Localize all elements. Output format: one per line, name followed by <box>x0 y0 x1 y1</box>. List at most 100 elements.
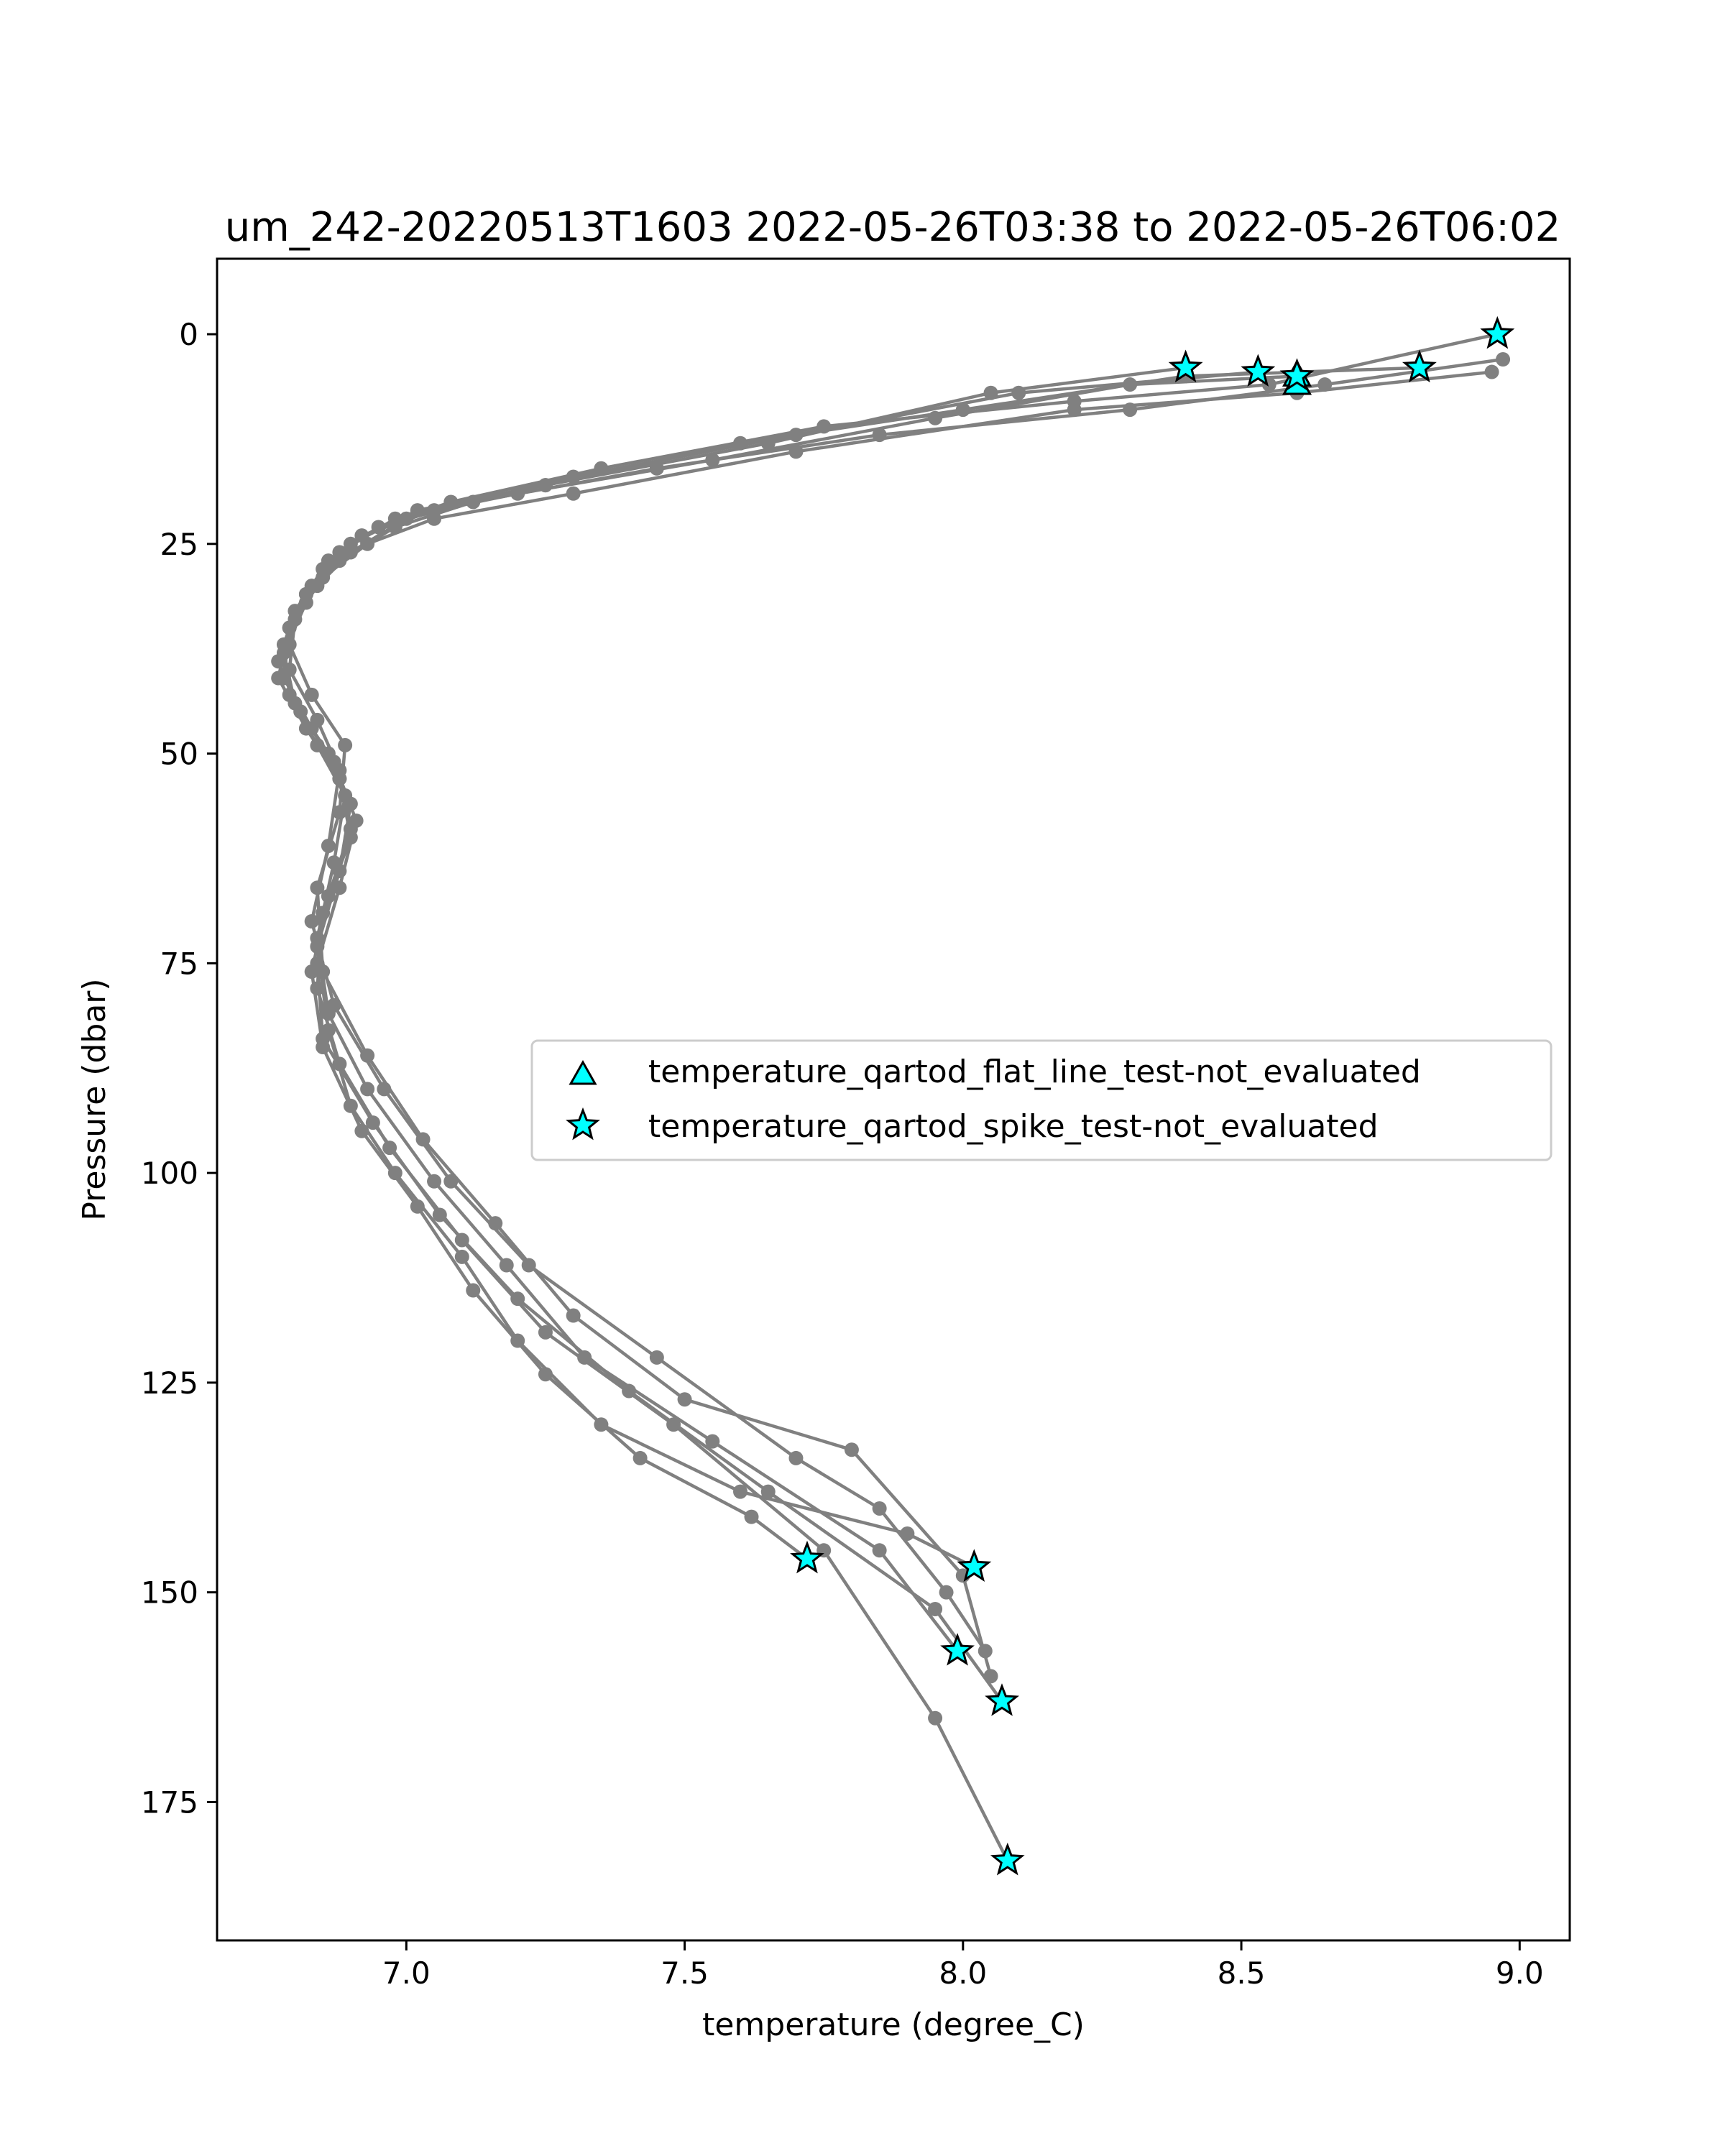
y-tick-label: 100 <box>141 1156 198 1191</box>
profile-point <box>343 830 358 845</box>
plot-frame <box>216 257 1571 1942</box>
spike-flag-marker <box>1480 315 1515 349</box>
legend-box <box>530 1039 1552 1161</box>
profile-point <box>510 1291 525 1307</box>
y-axis-label: Pressure (dbar) <box>76 978 113 1220</box>
legend-flat-line-triangle-icon <box>569 1059 597 1085</box>
profile-point <box>928 1602 943 1617</box>
profile-point <box>310 712 325 727</box>
chart-title: um_242-20220513T1603 2022-05-26T03:38 to… <box>225 204 1561 251</box>
profile-point <box>310 880 325 895</box>
spike-flag-marker <box>1168 349 1203 383</box>
profile-point <box>1484 364 1499 379</box>
profile-point <box>427 1174 442 1189</box>
profile-point <box>649 1350 664 1365</box>
profile-point <box>316 1031 331 1046</box>
x-tick-label: 9.0 <box>1496 1955 1544 1991</box>
profile-point <box>499 1258 514 1273</box>
y-tick-label: 50 <box>160 737 198 772</box>
spike-flag-marker <box>1279 358 1315 391</box>
profile-point <box>872 1543 887 1558</box>
legend: temperature_qartod_flat_line_test-not_ev… <box>530 1039 1552 1161</box>
profile-point <box>788 1450 804 1465</box>
x-tick-label: 8.0 <box>939 1955 987 1991</box>
profile-point <box>387 520 402 535</box>
spike-flag-marker <box>790 1540 824 1574</box>
profile-point <box>666 1417 681 1432</box>
profile-point <box>304 913 319 929</box>
profile-point <box>332 805 347 820</box>
profile-point <box>733 1484 748 1499</box>
y-tick-label: 25 <box>160 527 198 562</box>
x-tick-label: 8.5 <box>1218 1955 1266 1991</box>
spike-flag-marker <box>1241 354 1276 387</box>
profile-point <box>454 1233 469 1248</box>
profile-point <box>760 436 776 451</box>
x-axis-label: temperature (degree_C) <box>702 2007 1085 2043</box>
profile-point <box>415 1132 431 1147</box>
y-tick-label: 125 <box>141 1365 198 1401</box>
profile-point <box>298 586 313 602</box>
profile-point <box>538 1367 553 1382</box>
profile-point <box>649 461 664 476</box>
profile-point <box>282 662 297 677</box>
legend-spike-star-icon <box>566 1107 600 1141</box>
spike-flag-marker <box>957 1549 992 1582</box>
profile-point <box>1123 402 1138 418</box>
profile-point <box>382 1141 397 1156</box>
profile-point <box>1317 377 1333 392</box>
profile-point <box>538 1325 553 1340</box>
profile-point <box>310 981 325 996</box>
spike-flag-marker <box>985 1683 1019 1716</box>
profile-point <box>410 1199 425 1214</box>
profile-point <box>983 1669 998 1684</box>
profile-point <box>983 385 998 400</box>
profile-point <box>1067 402 1082 418</box>
profile-point <box>566 486 581 501</box>
profile-point <box>705 1434 720 1449</box>
profile-point <box>760 1484 776 1499</box>
profile-point <box>360 1048 375 1063</box>
profile-point <box>349 813 364 828</box>
profile-point <box>1496 352 1511 367</box>
x-tick-label: 7.5 <box>661 1955 709 1991</box>
profile-point <box>326 855 341 870</box>
legend-label-flat-line: temperature_qartod_flat_line_test-not_ev… <box>648 1054 1421 1090</box>
profile-point <box>677 1392 692 1407</box>
profile-point <box>928 1710 943 1726</box>
legend-label-spike: temperature_qartod_spike_test-not_evalua… <box>648 1108 1379 1145</box>
y-tick-label: 75 <box>160 946 198 981</box>
profile-point <box>332 1056 347 1072</box>
profile-point <box>354 1123 369 1138</box>
profile-point <box>332 553 347 568</box>
profile-point <box>454 1249 469 1264</box>
y-tick-label: 175 <box>141 1784 198 1820</box>
profile-point <box>360 1082 375 1097</box>
plot-flags <box>790 315 1515 1876</box>
profile-point <box>744 1509 759 1524</box>
profile-point <box>282 637 297 652</box>
profile-point <box>338 737 353 752</box>
profile-point <box>872 1501 887 1516</box>
y-axis: 0 25 50 75 100 125 150 175 <box>141 317 217 1820</box>
profile-point <box>632 1450 648 1465</box>
spike-flag-marker <box>990 1842 1025 1876</box>
profile-point <box>466 1283 481 1298</box>
x-axis: 7.0 7.5 8.0 8.5 9.0 <box>382 1940 1544 1991</box>
profile-point <box>566 1308 581 1323</box>
y-tick-label: 150 <box>141 1575 198 1611</box>
profile-point <box>316 964 331 980</box>
profile-point <box>872 428 887 443</box>
y-tick-label: 0 <box>179 317 198 352</box>
profile-point <box>488 1216 503 1231</box>
x-tick-label: 7.0 <box>382 1955 431 1991</box>
profile-line <box>276 370 1259 1703</box>
profile-point <box>466 494 481 510</box>
profile-point <box>271 654 286 669</box>
profile-point <box>332 880 347 895</box>
profile-point <box>844 1442 859 1457</box>
spike-flag-marker <box>940 1633 975 1666</box>
profile-point <box>928 410 943 425</box>
profile-point <box>304 687 319 702</box>
